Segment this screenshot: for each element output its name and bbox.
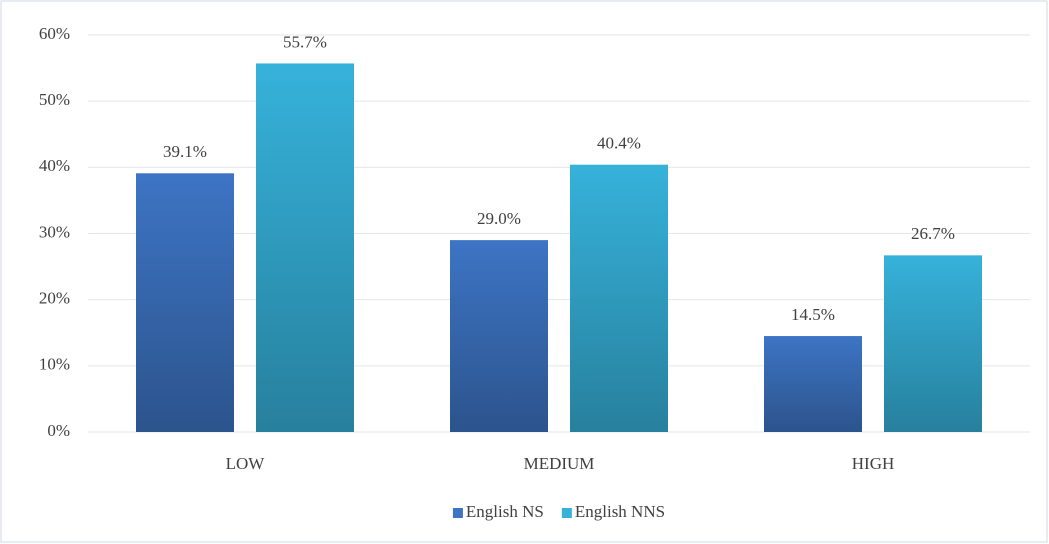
data-label: 39.1% (163, 142, 207, 161)
bar (136, 173, 234, 432)
y-tick-label: 60% (39, 24, 70, 43)
bar (256, 63, 354, 433)
x-tick-label: LOW (226, 454, 266, 473)
legend: English NS English NNS (452, 502, 665, 521)
y-tick-label: 50% (39, 90, 70, 109)
legend-swatch (452, 508, 463, 518)
x-tick-label: HIGH (852, 454, 895, 473)
legend-label: English NNS (575, 502, 665, 521)
data-label: 29.0% (477, 209, 521, 228)
y-tick-label: 30% (39, 222, 70, 241)
y-tick-label: 40% (39, 156, 70, 175)
bar (570, 164, 668, 433)
y-tick-label: 20% (39, 289, 70, 308)
x-tick-label: MEDIUM (524, 454, 595, 473)
data-label: 26.7% (911, 224, 955, 243)
bar (450, 240, 548, 432)
data-label: 40.4% (597, 134, 641, 153)
y-tick-label: 0% (47, 421, 70, 440)
data-label: 55.7% (283, 32, 327, 51)
bar (884, 255, 982, 432)
legend-label: English NS (466, 502, 544, 521)
legend-swatch (561, 508, 572, 518)
bar (764, 336, 862, 432)
y-tick-label: 10% (39, 355, 70, 374)
data-label: 14.5% (791, 305, 835, 324)
